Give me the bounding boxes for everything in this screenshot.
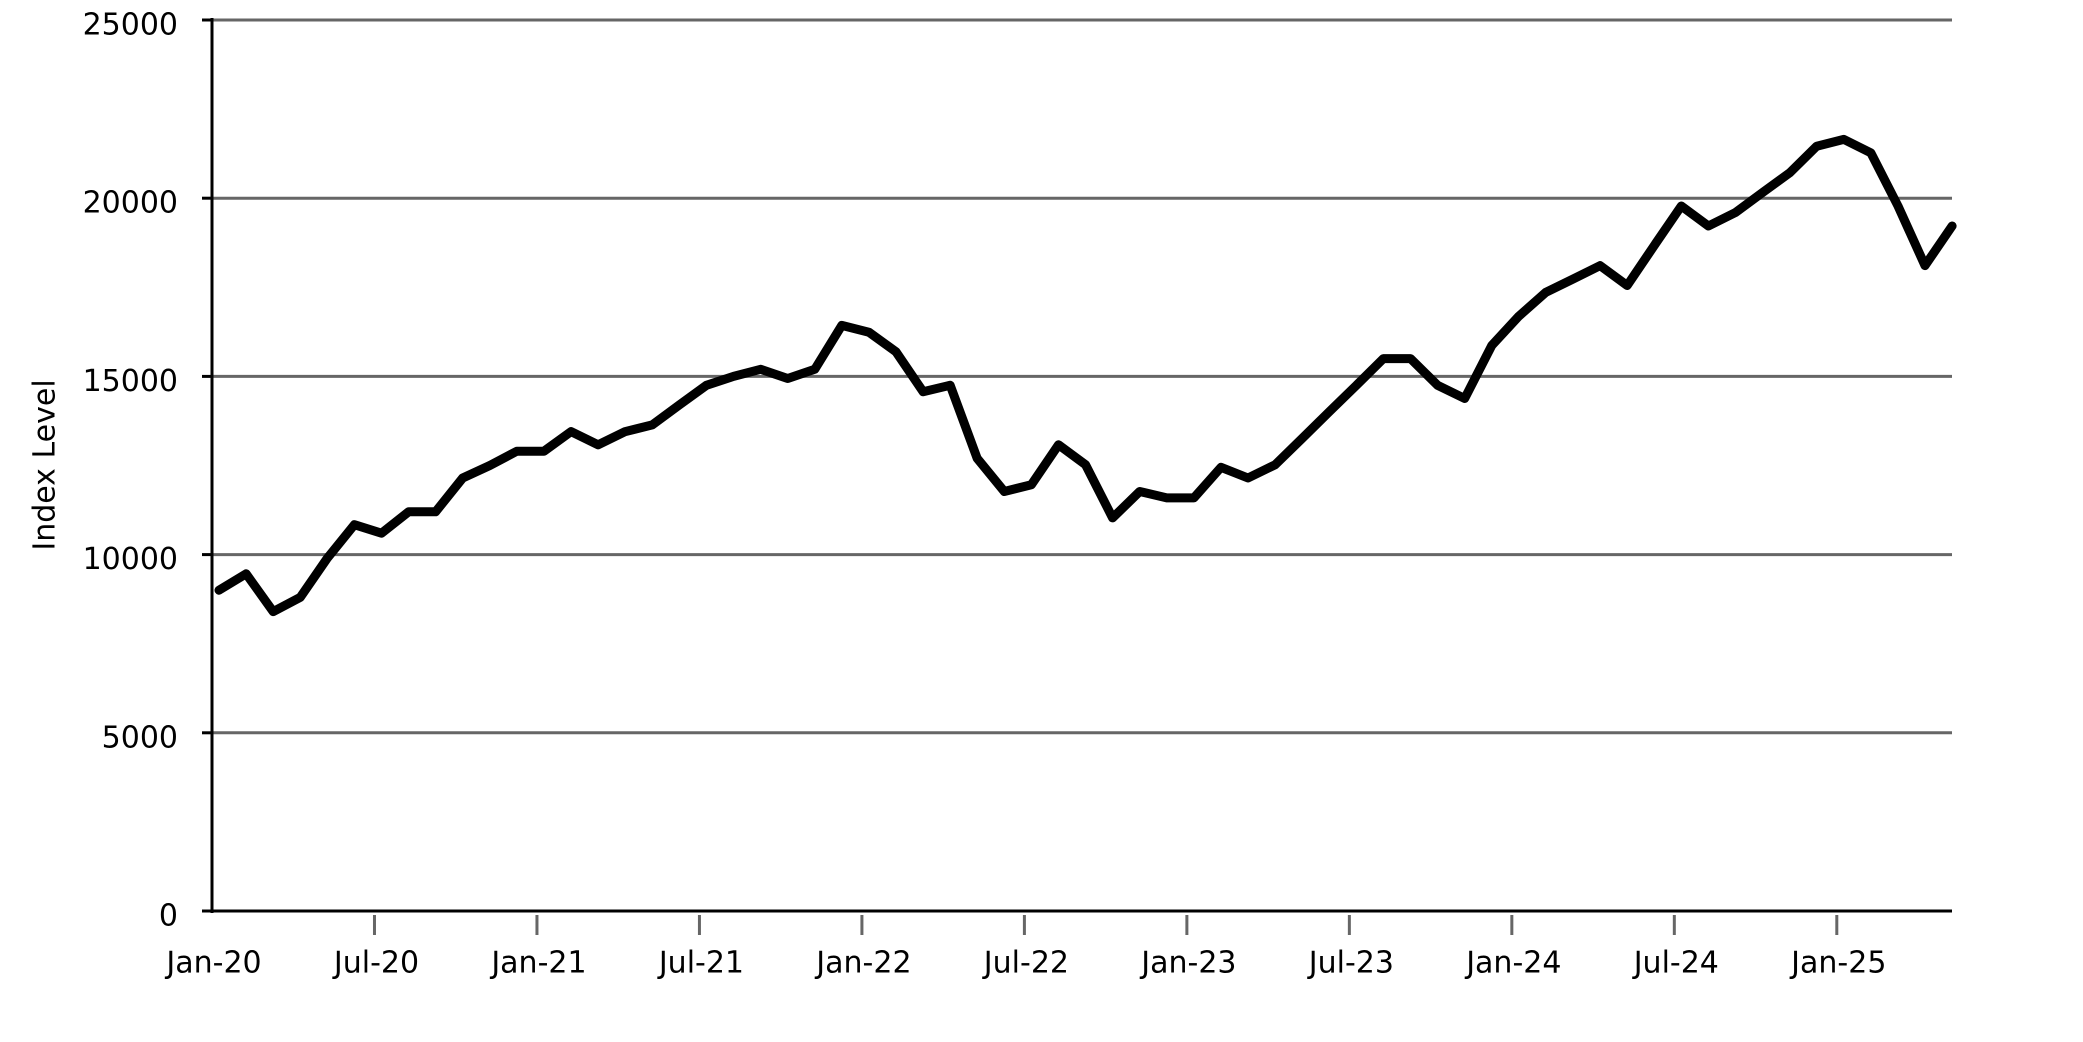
x-tick-label: Jan-23: [1139, 946, 1236, 981]
y-axis-label: Index Level: [28, 379, 63, 550]
x-tick-label: Jan-21: [489, 946, 586, 981]
x-tick-label: Jan-25: [1789, 946, 1886, 981]
y-tick-label: 5000: [102, 720, 178, 755]
x-tick-label: Jul-21: [657, 946, 744, 981]
y-tick-label: 10000: [83, 542, 178, 577]
x-tick-label: Jul-24: [1632, 946, 1719, 981]
y-tick-label: 0: [159, 899, 178, 934]
y-tick-label: 20000: [83, 186, 178, 221]
x-tick-label: Jan-20: [164, 946, 261, 981]
x-tick-label: Jul-23: [1307, 946, 1394, 981]
y-tick-label: 15000: [83, 364, 178, 399]
data-line: [214, 134, 1957, 617]
x-tick-label: Jan-24: [1464, 946, 1561, 981]
x-tick-label: Jan-22: [814, 946, 911, 981]
x-tick-label: Jul-20: [332, 946, 419, 981]
x-tick-label: Jul-22: [982, 946, 1069, 981]
y-tick-label: 25000: [83, 8, 178, 43]
